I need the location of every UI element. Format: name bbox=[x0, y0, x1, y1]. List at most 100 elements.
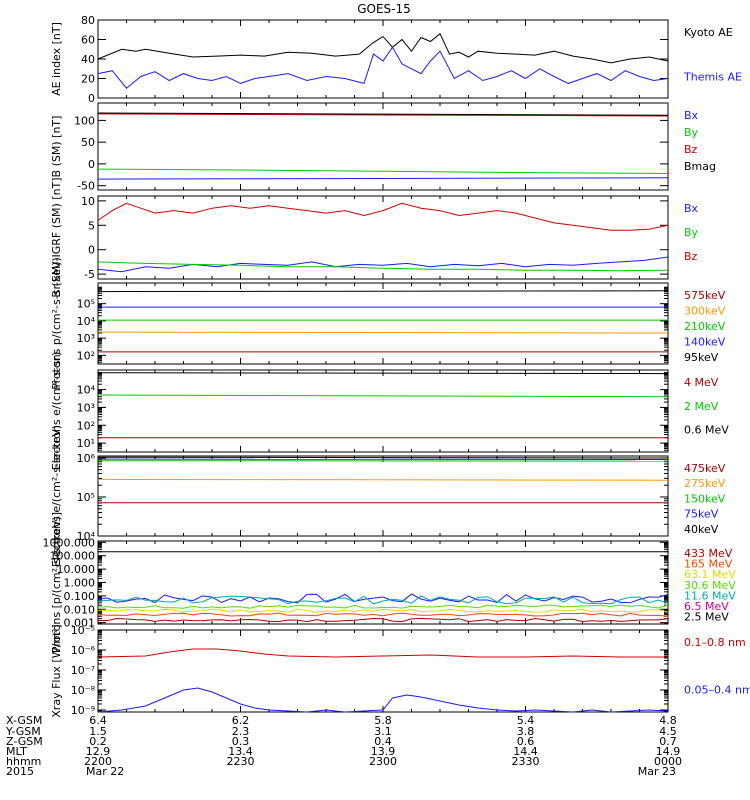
time-axis-value: 6.2 bbox=[232, 714, 250, 727]
series-line-6-5-mev bbox=[97, 593, 669, 604]
series-line-275kev bbox=[97, 478, 669, 481]
time-axis-value: 12.9 bbox=[86, 745, 111, 758]
legend-entry: By bbox=[684, 226, 699, 239]
series-line-bmag bbox=[97, 112, 669, 116]
time-axis-row-label: Z-GSM bbox=[6, 735, 43, 748]
time-axis-value: 2200 bbox=[84, 755, 112, 768]
legend-entry: 40keV bbox=[684, 523, 719, 536]
y-tick-label: 1.000 bbox=[64, 577, 96, 590]
y-tick-label: 10² bbox=[77, 419, 95, 432]
panel-frame bbox=[97, 455, 669, 537]
y-tick-label: 10⁻⁹ bbox=[71, 704, 95, 717]
y-tick-label: 0.100 bbox=[64, 590, 96, 603]
series-line-40kev bbox=[97, 456, 669, 459]
y-tick-label: 0.001 bbox=[64, 617, 96, 630]
y-tick-label: 1000.000 bbox=[43, 536, 96, 549]
time-axis-value: Mar 22 bbox=[86, 765, 124, 778]
y-tick-label: 80 bbox=[81, 14, 95, 27]
time-axis-row-label: X-GSM bbox=[6, 714, 42, 727]
time-axis-row-label: MLT bbox=[6, 745, 27, 758]
y-tick-label: 0 bbox=[88, 158, 95, 171]
legend-entry: By bbox=[684, 126, 699, 139]
panel-frame bbox=[97, 195, 669, 280]
legend-entry: 6.5 MeV bbox=[684, 600, 729, 613]
time-axis-value: 14.9 bbox=[656, 745, 681, 758]
time-axis-row-label: Y-GSM bbox=[5, 725, 41, 738]
legend-entry: 2 MeV bbox=[684, 400, 719, 413]
series-line-11-6-mev bbox=[97, 595, 669, 605]
legend-entry: 140keV bbox=[684, 335, 726, 348]
panel-8: 10⁻⁹ 10⁻⁸ 10⁻⁷ 10⁻⁶ 10⁻⁵ Xray Flux [W/m²] 0.1–… bbox=[50, 624, 750, 718]
y-tick-label: 10⁵ bbox=[77, 298, 95, 311]
legend-entry: 150keV bbox=[684, 492, 726, 505]
time-axis-value: 0.6 bbox=[517, 735, 535, 748]
legend-entry: 165 MeV bbox=[684, 558, 733, 571]
y-tick-label: 10³ bbox=[77, 401, 95, 414]
panel-frame bbox=[97, 369, 669, 453]
y-axis-label: B (SM) [nT] bbox=[50, 116, 63, 178]
y-tick-label: 10³ bbox=[77, 332, 95, 345]
plot-title: GOES-15 bbox=[357, 2, 411, 16]
panel-4: 10² 10³ 10⁴ 10⁵ Protons p/(cm²-s-sr-keV) 575k… bbox=[50, 257, 726, 390]
panel-frame bbox=[97, 19, 669, 99]
legend-entry: Bx bbox=[684, 202, 699, 215]
legend-entry: Themis AE bbox=[683, 71, 742, 84]
y-tick-label: 10⁶ bbox=[77, 452, 96, 465]
y-tick-label: 10⁻⁸ bbox=[71, 684, 96, 697]
legend-entry: 575keV bbox=[684, 289, 726, 302]
y-axis-label: Electrons e/(cm²-s-sr-keV) bbox=[50, 425, 63, 567]
panel-6: 10⁴ 10⁵ 10⁶ Electrons e/(cm²-s-sr-keV) 475ke… bbox=[50, 425, 726, 567]
y-tick-label: 10⁴ bbox=[77, 315, 96, 328]
legend-entry: Bmag bbox=[684, 160, 716, 173]
series-line-0-1-0-8-nm bbox=[97, 648, 668, 658]
time-axis-value: 5.4 bbox=[517, 714, 535, 727]
series-line-95kev bbox=[97, 290, 669, 293]
y-tick-label: 10² bbox=[77, 349, 95, 362]
time-axis-value: 2230 bbox=[227, 755, 255, 768]
time-axis-value: 3.1 bbox=[374, 725, 392, 738]
y-tick-label: 100.000 bbox=[50, 550, 96, 563]
time-axis-value: 4.5 bbox=[659, 725, 677, 738]
series-line-2-mev bbox=[97, 394, 669, 398]
time-axis-value: 2330 bbox=[512, 755, 540, 768]
y-tick-label: 10¹ bbox=[77, 437, 95, 450]
series-line-63-1-mev bbox=[97, 608, 669, 613]
legend-entry: 300keV bbox=[684, 304, 726, 317]
series-line-30-6-mev bbox=[97, 604, 669, 609]
panel-frame bbox=[97, 629, 669, 713]
y-tick-label: 100 bbox=[74, 114, 95, 127]
time-axis-value: 4.8 bbox=[659, 714, 677, 727]
time-axis-value: 2300 bbox=[369, 755, 397, 768]
y-tick-label: 5 bbox=[88, 219, 95, 232]
time-axis-value: 3.8 bbox=[517, 725, 535, 738]
panel-5: 10¹ 10² 10³ 10⁴ Electrons e/(cm²-s-sr) 4 MeV 2… bbox=[50, 352, 729, 471]
y-tick-label: 10⁴ bbox=[77, 530, 96, 543]
legend-entry: 2.5 MeV bbox=[684, 611, 729, 624]
time-axis-value: 0.3 bbox=[232, 735, 250, 748]
y-axis-label: Protons p/(cm²-s-sr-keV) bbox=[50, 257, 63, 390]
y-tick-label: 0.010 bbox=[64, 603, 96, 616]
series-line-300kev bbox=[97, 331, 669, 334]
series-line-433-mev bbox=[98, 617, 669, 623]
series-line-themis-ae bbox=[97, 46, 669, 90]
time-axis-value: 6.4 bbox=[89, 714, 107, 727]
panel-frame bbox=[97, 540, 669, 625]
panels: 0 20 40 60 80 AE index [nT] Kyoto AE Themis AE -… bbox=[43, 14, 750, 718]
y-tick-label: 10⁻⁶ bbox=[71, 644, 96, 657]
legend-entry: 475keV bbox=[684, 462, 726, 475]
series-line-by bbox=[97, 168, 669, 174]
legend-entry: Kyoto AE bbox=[684, 26, 733, 39]
y-tick-label: 40 bbox=[81, 53, 95, 66]
y-tick-label: 50 bbox=[81, 136, 95, 149]
time-axis-value: 1.5 bbox=[89, 725, 107, 738]
legend-entry: 63.1 MeV bbox=[684, 568, 736, 581]
y-tick-label: 0 bbox=[88, 92, 95, 105]
legend-entry: Bz bbox=[684, 143, 698, 156]
panel-2: -50 0 50 100 B (SM) [nT] Bx By Bz Bmag bbox=[50, 102, 716, 193]
y-tick-label: 10 bbox=[81, 195, 95, 208]
time-axis-value: 0000 bbox=[654, 755, 682, 768]
y-axis-label: AE index [nT] bbox=[50, 22, 63, 96]
time-axis-value: 0.4 bbox=[374, 735, 392, 748]
y-tick-label: 10⁻⁷ bbox=[71, 664, 95, 677]
